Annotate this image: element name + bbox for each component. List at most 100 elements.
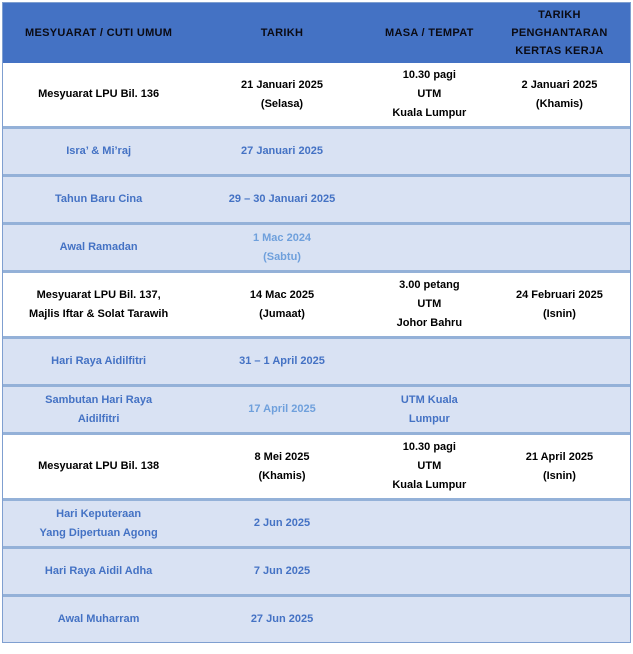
cell-text: 2 Jun 2025: [253, 517, 311, 529]
cell-text: Hari Raya Aidil Adha: [44, 565, 153, 577]
table-cell: UTM Kuala Lumpur: [370, 387, 489, 432]
table-cell: Tahun Baru Cina: [3, 177, 194, 222]
cell-text: UTM Kuala: [400, 393, 458, 406]
cell-text: 17 April 2025: [248, 403, 316, 415]
cell-text: (Khamis): [535, 97, 583, 110]
cell-text: 27 Januari 2025: [241, 145, 323, 157]
table-cell: 3.00 petang UTM Johor Bahru: [370, 273, 489, 336]
table-cell: [370, 501, 489, 546]
cell-text: 31 – 1 April 2025: [239, 355, 325, 367]
table-cell: Awal Muharram: [3, 597, 194, 642]
cell-text: (Jumaat): [259, 307, 305, 320]
table-cell: Awal Ramadan: [3, 225, 194, 270]
cell-text: Johor Bahru: [396, 317, 463, 329]
cell-text: Hari Raya Aidilfitri: [51, 355, 147, 367]
cell-text: Sambutan Hari Raya: [45, 393, 153, 406]
table-cell: 14 Mac 2025 (Jumaat): [194, 273, 370, 336]
header-cell-tarikh-penghantaran: TARIKH PENGHANTARAN KERTAS KERJA: [489, 3, 630, 63]
table-cell: 17 April 2025: [194, 387, 370, 432]
table-cell: 10.30 pagi UTM Kuala Lumpur: [370, 435, 489, 498]
table-cell: Isra’ & Mi’raj: [3, 129, 194, 174]
cell-text: 3.00 petang: [399, 279, 460, 291]
cell-text: (Selasa): [260, 97, 304, 110]
cell-text: Tahun Baru Cina: [55, 193, 143, 205]
table-cell: 31 – 1 April 2025: [194, 339, 370, 384]
header-label: MASA / TEMPAT: [385, 27, 474, 39]
table-row: Hari Keputeraan Yang Dipertuan Agong 2 Jun…: [3, 498, 630, 546]
header-cell-mesyuarat-cuti-umum: MESYUARAT / CUTI UMUM: [3, 3, 194, 63]
cell-text: 7 Jun 2025: [253, 565, 311, 577]
cell-text: UTM: [417, 298, 442, 310]
table-cell: 27 Jun 2025: [194, 597, 370, 642]
cell-text: Isra’ & Mi’raj: [66, 145, 132, 157]
table-row: Hari Raya Aidil Adha 7 Jun 2025: [3, 546, 630, 594]
table-cell: [489, 177, 630, 222]
table-cell: [489, 339, 630, 384]
cell-text: 24 Februari 2025: [516, 288, 603, 301]
table-cell: [489, 387, 630, 432]
table-row: Mesyuarat LPU Bil. 137, Majlis Iftar & So…: [3, 270, 630, 336]
table-header-row: MESYUARAT / CUTI UMUM TARIKH MASA / TEMP…: [3, 3, 630, 63]
cell-text: Lumpur: [408, 412, 450, 425]
cell-text: Kuala Lumpur: [392, 107, 467, 119]
cell-text: 10.30 pagi: [402, 69, 456, 81]
cell-text: 1 Mac 2024: [252, 231, 312, 244]
table-cell: [370, 225, 489, 270]
table-cell: 29 – 30 Januari 2025: [194, 177, 370, 222]
cell-text: 14 Mac 2025: [249, 288, 315, 301]
header-label: MESYUARAT / CUTI UMUM: [24, 27, 173, 39]
cell-text: Majlis Iftar & Solat Tarawih: [29, 307, 169, 320]
table-cell: 27 Januari 2025: [194, 129, 370, 174]
cell-text: (Isnin): [542, 469, 576, 482]
table-cell: [489, 549, 630, 594]
header-label: TARIKH PENGHANTARAN KERTAS KERJA: [511, 9, 608, 57]
cell-text: 27 Jun 2025: [250, 613, 314, 625]
cell-text: Aidilfitri: [77, 412, 120, 425]
cell-text: UTM: [417, 88, 442, 100]
header-cell-tarikh: TARIKH: [194, 3, 370, 63]
table-row: Mesyuarat LPU Bil. 138 8 Mei 2025 (Khamis)…: [3, 432, 630, 498]
cell-text: 10.30 pagi: [402, 441, 456, 453]
header-label: TARIKH: [260, 27, 304, 39]
table-cell: [370, 597, 489, 642]
cell-text: 2 Januari 2025: [521, 78, 598, 91]
table-cell: Hari Keputeraan Yang Dipertuan Agong: [3, 501, 194, 546]
cell-text: (Isnin): [542, 307, 576, 320]
cell-text: 8 Mei 2025: [254, 450, 310, 463]
table-row: Sambutan Hari Raya Aidilfitri 17 April 202…: [3, 384, 630, 432]
table-cell: [489, 129, 630, 174]
header-cell-masa-tempat: MASA / TEMPAT: [370, 3, 489, 63]
table-cell: Hari Raya Aidil Adha: [3, 549, 194, 594]
table-cell: Sambutan Hari Raya Aidilfitri: [3, 387, 194, 432]
table-cell: 8 Mei 2025 (Khamis): [194, 435, 370, 498]
table-cell: [489, 597, 630, 642]
table-cell: 7 Jun 2025: [194, 549, 370, 594]
table-body: Mesyuarat LPU Bil. 136 21 Januari 2025 (Se…: [3, 63, 630, 642]
table-row: Hari Raya Aidilfitri 31 – 1 April 2025: [3, 336, 630, 384]
cell-text: 21 Januari 2025: [241, 78, 323, 91]
table-cell: 21 Januari 2025 (Selasa): [194, 63, 370, 126]
table-cell: Mesyuarat LPU Bil. 136: [3, 63, 194, 126]
cell-text: (Khamis): [258, 469, 306, 482]
table-cell: 24 Februari 2025 (Isnin): [489, 273, 630, 336]
cell-text: 29 – 30 Januari 2025: [228, 193, 336, 205]
cell-text: UTM: [417, 460, 442, 472]
cell-text: (Sabtu): [263, 250, 301, 263]
table-cell: 10.30 pagi UTM Kuala Lumpur: [370, 63, 489, 126]
cell-text: 21 April 2025: [525, 450, 594, 463]
table-row: Mesyuarat LPU Bil. 136 21 Januari 2025 (Se…: [3, 63, 630, 126]
table-cell: Mesyuarat LPU Bil. 137, Majlis Iftar & So…: [3, 273, 194, 336]
table-cell: [370, 339, 489, 384]
table-cell: 21 April 2025 (Isnin): [489, 435, 630, 498]
cell-text: Mesyuarat LPU Bil. 137,: [36, 288, 161, 301]
cell-text: Awal Muharram: [57, 613, 140, 625]
table-cell: [370, 177, 489, 222]
table-row: Tahun Baru Cina 29 – 30 Januari 2025: [3, 174, 630, 222]
cell-text: Kuala Lumpur: [392, 479, 467, 491]
cell-text: Awal Ramadan: [59, 241, 138, 253]
schedule-table: MESYUARAT / CUTI UMUM TARIKH MASA / TEMP…: [2, 2, 631, 643]
table-cell: 2 Januari 2025 (Khamis): [489, 63, 630, 126]
table-cell: [489, 225, 630, 270]
table-row: Awal Muharram 27 Jun 2025: [3, 594, 630, 642]
table-cell: [370, 129, 489, 174]
